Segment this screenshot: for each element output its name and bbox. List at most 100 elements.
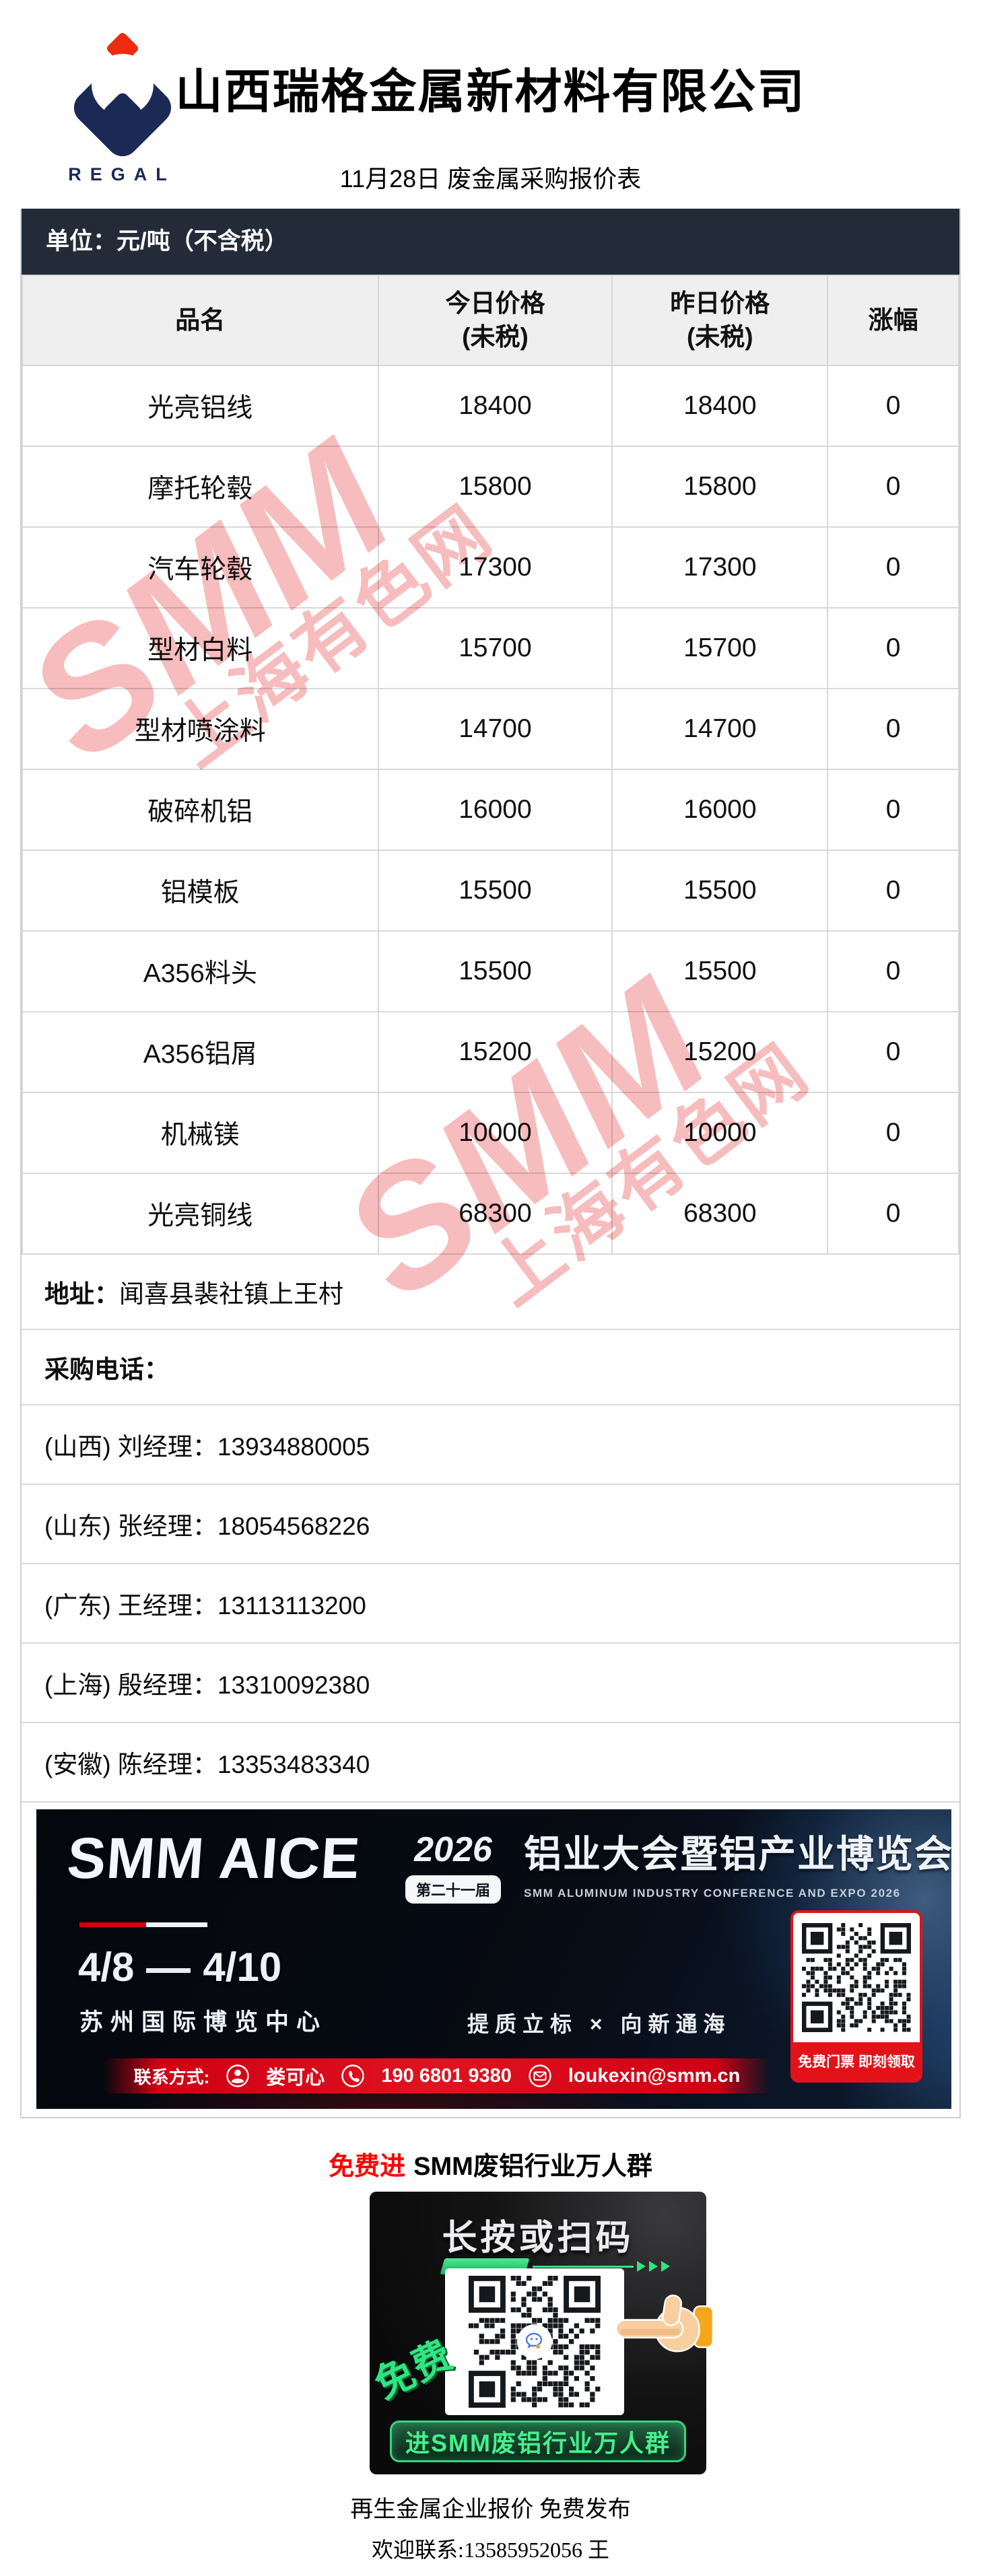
col-header-today: 今日价格 (未税) bbox=[377, 275, 613, 366]
smm-aice-banner-ad[interactable]: SMM AICE 2026 第二十一届 铝业大会暨铝产业博览会 SMM ALUM… bbox=[36, 1809, 951, 2109]
banner-contact-phone: 190 6801 9380 bbox=[381, 2064, 512, 2087]
contact-row: (安徽) 陈经理：13353483340 bbox=[22, 1723, 959, 1803]
price-table-body: 光亮铝线 18400 18400 0 摩托轮毂 15800 15800 0 汽车… bbox=[22, 365, 959, 1255]
cell-product-name: 型材白料 bbox=[22, 607, 379, 689]
cell-product-name: 铝模板 bbox=[22, 849, 379, 932]
col-header-product: 品名 bbox=[22, 275, 379, 366]
contact-row: (上海) 殷经理：13310092380 bbox=[22, 1644, 959, 1723]
arrow-head-icon bbox=[661, 2261, 670, 2272]
table-row: 铝模板 15500 15500 0 bbox=[22, 849, 959, 932]
cell-change: 0 bbox=[827, 446, 959, 528]
phone-section-row: 采购电话： bbox=[22, 1330, 959, 1405]
cell-change: 0 bbox=[827, 930, 959, 1012]
table-row: A356料头 15500 15500 0 bbox=[22, 930, 959, 1012]
banner-divider bbox=[79, 1922, 207, 1927]
cell-change: 0 bbox=[827, 607, 959, 689]
table-row: 型材白料 15700 15700 0 bbox=[22, 607, 959, 689]
page-header: REGAL 山西瑞格金属新材料有限公司 11月28日 废金属采购报价表 bbox=[0, 0, 981, 209]
contact-text: (上海) 殷经理：13310092380 bbox=[44, 1671, 370, 1699]
col-header-change: 涨幅 bbox=[827, 275, 959, 366]
cell-product-name: A356铝屑 bbox=[22, 1011, 379, 1093]
banner-ticket-text: 免费门票 即刻领取 bbox=[793, 2042, 920, 2080]
cell-yesterday-price: 16000 bbox=[611, 769, 829, 851]
contact-text: (山西) 刘经理：13934880005 bbox=[44, 1433, 370, 1461]
cell-change: 0 bbox=[827, 1173, 959, 1255]
banner-contact-name: 娄可心 bbox=[266, 2067, 325, 2089]
cell-today-price: 15700 bbox=[377, 607, 613, 689]
group-qr-poster[interactable]: 长按或扫码 免费 进SMM废铝行业万人群 bbox=[368, 2192, 714, 2474]
cell-change: 0 bbox=[827, 688, 959, 770]
cell-yesterday-price: 15700 bbox=[611, 607, 829, 689]
price-table-header: 品名 今日价格 (未税) 昨日价格 (未税) 涨幅 bbox=[22, 275, 959, 366]
cell-change: 0 bbox=[827, 526, 959, 608]
banner-title-cn: 铝业大会暨铝产业博览会 bbox=[524, 1833, 951, 1875]
contact-text: (安徽) 陈经理：13353483340 bbox=[44, 1751, 370, 1778]
cell-product-name: 汽车轮毂 bbox=[22, 526, 379, 608]
group-qr-code[interactable] bbox=[445, 2268, 624, 2415]
table-row: A356铝屑 15200 15200 0 bbox=[22, 1011, 959, 1093]
group-name-pill: 进SMM废铝行业万人群 bbox=[390, 2421, 686, 2462]
cell-change: 0 bbox=[827, 849, 959, 932]
cell-product-name: 光亮铝线 bbox=[22, 365, 379, 447]
wechat-icon bbox=[519, 2326, 550, 2357]
logo-wordmark: REGAL bbox=[68, 164, 176, 184]
banner-brand: SMM AICE bbox=[65, 1826, 363, 1891]
col-header-yesterday: 昨日价格 (未税) bbox=[611, 275, 829, 366]
contact-row: (山东) 张经理：18054568226 bbox=[22, 1485, 959, 1564]
banner-qr-code bbox=[793, 1913, 920, 2042]
cell-yesterday-price: 14700 bbox=[611, 688, 829, 770]
date-dash bbox=[146, 1968, 191, 1973]
price-table: 品名 今日价格 (未税) 昨日价格 (未税) 涨幅 光亮铝线 18400 18400… bbox=[22, 275, 959, 1255]
arrow-head-icon bbox=[649, 2261, 658, 2272]
cell-today-price: 18400 bbox=[377, 365, 613, 447]
unit-bar: 单位：元/吨（不含税） bbox=[22, 209, 959, 275]
invite-prefix: 免费进 bbox=[329, 2153, 406, 2181]
page-footer: 再生金属企业报价 免费发布 欢迎联系:13585952056 王 bbox=[0, 2491, 981, 2564]
address-value: 闻喜县裴社镇上王村 bbox=[119, 1280, 343, 1308]
arrow-head-icon bbox=[637, 2261, 646, 2272]
cell-product-name: A356料头 bbox=[22, 930, 379, 1012]
cell-yesterday-price: 17300 bbox=[611, 526, 829, 608]
pointing-hand-icon bbox=[615, 2294, 714, 2353]
invite-heading: 免费进 SMM废铝行业万人群 bbox=[0, 2145, 981, 2182]
banner-venue: 苏州国际博览中心 bbox=[79, 2009, 328, 2035]
invite-text: SMM废铝行业万人群 bbox=[413, 2153, 652, 2181]
contact-text: (广东) 王经理：13113113200 bbox=[44, 1592, 366, 1620]
banner-contact-email: loukexin@smm.cn bbox=[568, 2064, 741, 2087]
table-row: 汽车轮毂 17300 17300 0 bbox=[22, 526, 959, 608]
footer-line1: 再生金属企业报价 免费发布 bbox=[350, 2497, 631, 2522]
cell-yesterday-price: 68300 bbox=[611, 1173, 829, 1255]
cell-yesterday-price: 18400 bbox=[611, 365, 829, 447]
cell-product-name: 摩托轮毂 bbox=[22, 446, 379, 528]
cell-today-price: 15800 bbox=[377, 446, 613, 528]
mail-icon bbox=[529, 2064, 551, 2087]
quote-sheet: 单位：元/吨（不含税） 品名 今日价格 (未税) 昨日价格 (未税) 涨幅 光亮铝线… bbox=[0, 209, 961, 2118]
cell-today-price: 17300 bbox=[377, 526, 613, 608]
table-row: 型材喷涂料 14700 14700 0 bbox=[22, 688, 959, 770]
address-label: 地址： bbox=[44, 1280, 119, 1308]
table-row: 机械镁 10000 10000 0 bbox=[22, 1092, 959, 1174]
cell-change: 0 bbox=[827, 769, 959, 851]
cell-yesterday-price: 15500 bbox=[611, 930, 829, 1012]
banner-contact-label: 联系方式: bbox=[133, 2066, 210, 2087]
cell-today-price: 15200 bbox=[377, 1011, 613, 1093]
banner-dates: 4/8 4/10 bbox=[78, 1945, 282, 1990]
banner-year-block: 2026 第二十一届 bbox=[405, 1830, 502, 1904]
cell-today-price: 15500 bbox=[377, 930, 613, 1012]
table-row: 摩托轮毂 15800 15800 0 bbox=[22, 446, 959, 528]
regal-logo: REGAL bbox=[65, 31, 179, 184]
banner-title-en: SMM ALUMINUM INDUSTRY CONFERENCE AND EXP… bbox=[524, 1887, 901, 1900]
cell-product-name: 破碎机铝 bbox=[22, 769, 379, 851]
contact-row: (山西) 刘经理：13934880005 bbox=[22, 1405, 959, 1485]
banner-contact-strip: 联系方式: 娄可心 190 6801 9380 loukexin@smm.cn bbox=[104, 2058, 770, 2093]
cell-change: 0 bbox=[827, 1092, 959, 1174]
arrow-line bbox=[533, 2265, 634, 2268]
footer-line2: 欢迎联系:13585952056 王 bbox=[372, 2538, 609, 2562]
banner-title-block: 铝业大会暨铝产业博览会 SMM ALUMINUM INDUSTRY CONFER… bbox=[524, 1824, 951, 1900]
table-row: 破碎机铝 16000 16000 0 bbox=[22, 769, 959, 851]
cell-today-price: 16000 bbox=[377, 769, 613, 851]
banner-ticket-qr-card[interactable]: 免费门票 即刻领取 bbox=[790, 1910, 922, 2083]
report-subtitle: 11月28日 废金属采购报价表 bbox=[339, 165, 642, 193]
cell-change: 0 bbox=[827, 1011, 959, 1093]
cell-product-name: 型材喷涂料 bbox=[22, 688, 379, 770]
